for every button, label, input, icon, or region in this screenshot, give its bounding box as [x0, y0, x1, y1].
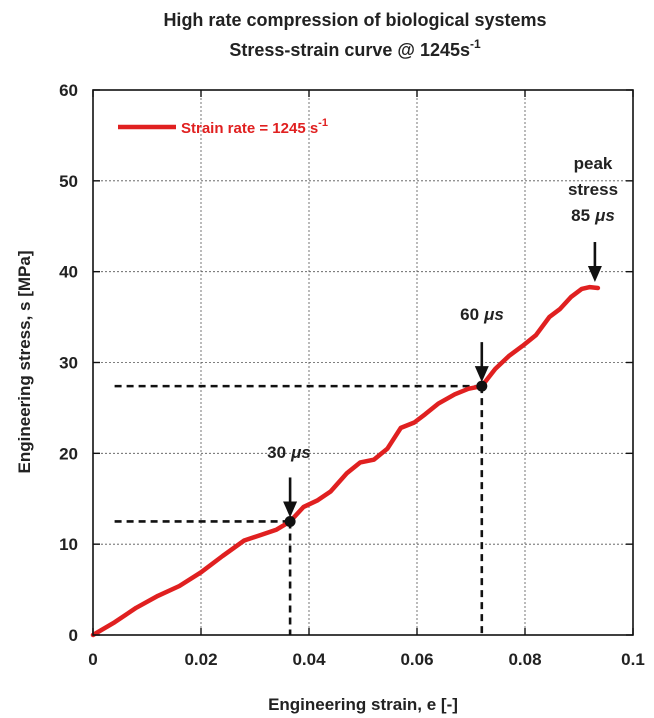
annotation-30us: 30 μs — [267, 443, 311, 462]
grid-lines — [93, 90, 633, 635]
time-markers — [284, 380, 488, 527]
x-tick-label: 0.1 — [621, 650, 645, 669]
marker-1-point — [476, 380, 488, 392]
x-tick-label: 0.04 — [292, 650, 326, 669]
legend-label: Strain rate = 1245 s-1 — [181, 117, 328, 137]
annotation-peak-line2: stress — [568, 180, 618, 199]
annotation-85us-unit: μs — [594, 206, 615, 225]
marker-guide-lines — [114, 384, 484, 635]
marker-0-arrow-head — [283, 501, 298, 518]
y-tick-label: 40 — [59, 263, 78, 282]
y-tick-label: 50 — [59, 172, 78, 191]
annotation-arrows — [283, 242, 602, 518]
annotation-60us: 60 μs — [460, 305, 504, 324]
x-tick-label: 0 — [88, 650, 97, 669]
annotation-60us-value: 60 — [460, 305, 479, 324]
chart-subtitle-main: Stress-strain curve @ 1245s — [229, 40, 470, 60]
chart-subtitle-sup: -1 — [470, 37, 481, 51]
annotation-peak-line3: 85 μs — [571, 206, 615, 225]
annotation-30us-unit: μs — [290, 443, 311, 462]
y-tick-label: 30 — [59, 354, 78, 373]
x-tick-label: 0.02 — [184, 650, 217, 669]
annotation-30us-value: 30 — [267, 443, 286, 462]
y-tick-label: 10 — [59, 535, 78, 554]
axis-ticks: 0 0.02 0.04 0.06 0.08 0.1 0 10 20 30 40 50 60 — [59, 81, 645, 669]
marker-0-point — [284, 515, 296, 527]
x-axis-label: Engineering strain, e [-] — [268, 695, 458, 714]
annotation-60us-unit: μs — [483, 305, 504, 324]
legend-label-main: Strain rate = 1245 s — [181, 120, 318, 137]
annotation-85us-value: 85 — [571, 206, 590, 225]
chart-subtitle: Stress-strain curve @ 1245s-1 — [229, 37, 481, 60]
peak-arrow-head — [587, 266, 602, 283]
legend-label-sup: -1 — [318, 117, 328, 129]
y-tick-label: 0 — [69, 626, 78, 645]
marker-1-arrow-head — [474, 366, 489, 383]
chart-title: High rate compression of biological syst… — [163, 10, 546, 30]
y-axis-label: Engineering stress, s [MPa] — [15, 251, 34, 474]
x-tick-label: 0.08 — [508, 650, 541, 669]
y-tick-label: 20 — [59, 444, 78, 463]
x-tick-label: 0.06 — [400, 650, 433, 669]
plot-frame — [92, 89, 634, 636]
y-tick-label: 60 — [59, 81, 78, 100]
stress-strain-series-line — [90, 284, 601, 638]
annotation-peak-line1: peak — [574, 154, 613, 173]
